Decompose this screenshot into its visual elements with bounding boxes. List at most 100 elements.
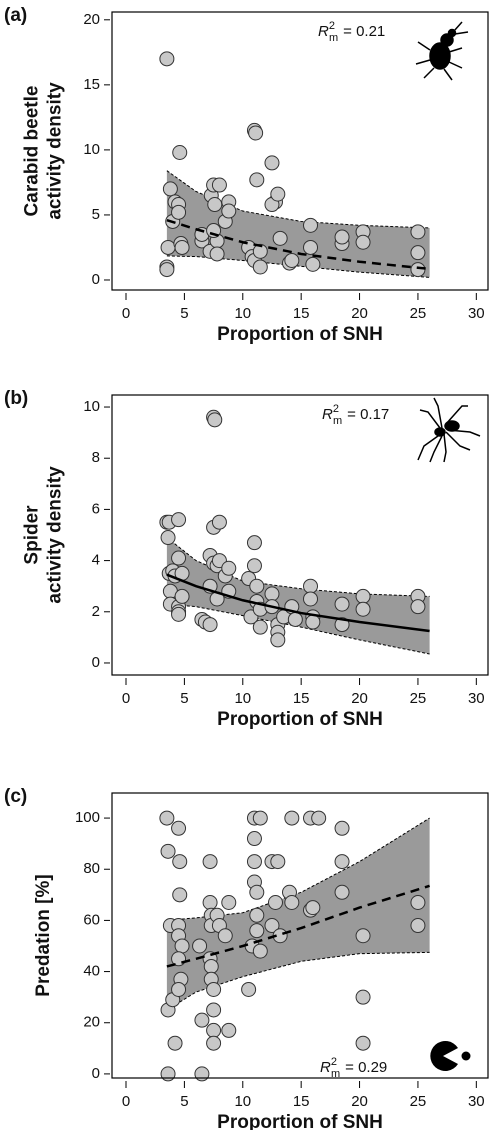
x-axis-label: Proportion of SNH xyxy=(217,1112,383,1130)
data-point xyxy=(171,981,187,997)
y-tick-label: 15 xyxy=(83,76,100,93)
x-axis-label: Proportion of SNH xyxy=(217,324,383,345)
data-point xyxy=(202,854,218,870)
data-point xyxy=(410,262,426,278)
data-point xyxy=(221,560,237,576)
data-point xyxy=(355,989,371,1005)
data-point xyxy=(334,229,350,245)
data-point xyxy=(159,810,175,826)
panel-label: (c) xyxy=(4,786,27,807)
plot-frame xyxy=(111,394,489,676)
data-point xyxy=(287,611,303,627)
data-point xyxy=(160,239,176,255)
data-point xyxy=(270,632,286,648)
data-point xyxy=(249,578,265,594)
x-tick-label: 15 xyxy=(293,690,310,707)
y-axis-label: Spider xyxy=(22,505,43,565)
data-point xyxy=(211,514,227,530)
data-point xyxy=(217,928,233,944)
data-point xyxy=(246,854,262,870)
y-tick-label: 10 xyxy=(83,398,100,415)
data-point xyxy=(334,884,350,900)
r-superscript: 2 xyxy=(329,20,335,32)
x-tick-label: 25 xyxy=(410,690,427,707)
r-value: = 0.29 xyxy=(345,1059,387,1076)
data-point xyxy=(209,246,225,262)
data-point xyxy=(252,259,268,275)
beetle-icon xyxy=(415,21,469,81)
data-point xyxy=(249,923,265,939)
fit-line xyxy=(166,573,430,633)
y-tick-label: 20 xyxy=(83,11,100,28)
data-point xyxy=(252,943,268,959)
data-point xyxy=(202,894,218,910)
r-superscript: 2 xyxy=(331,1056,337,1068)
r-subscript: m xyxy=(333,415,342,427)
data-point xyxy=(206,1022,222,1038)
data-point xyxy=(160,1066,176,1082)
data-point xyxy=(410,918,426,934)
data-point xyxy=(162,181,178,197)
data-point xyxy=(410,894,426,910)
x-tick-label: 0 xyxy=(122,305,130,322)
data-point xyxy=(248,125,264,141)
data-point xyxy=(303,217,319,233)
data-point xyxy=(172,854,188,870)
x-tick-label: 5 xyxy=(180,1093,188,1110)
x-tick-label: 25 xyxy=(410,305,427,322)
pacman-icon xyxy=(430,1041,471,1071)
y-tick-label: 0 xyxy=(92,654,100,671)
data-point xyxy=(355,601,371,617)
data-point xyxy=(172,887,188,903)
r-value: = 0.17 xyxy=(347,406,389,423)
x-axis-label: Proportion of SNH xyxy=(217,709,383,730)
data-point xyxy=(249,172,265,188)
data-point xyxy=(355,588,371,604)
confidence-band xyxy=(166,818,430,1010)
x-tick-label: 10 xyxy=(234,690,251,707)
data-point xyxy=(334,854,350,870)
data-point xyxy=(305,900,321,916)
data-point xyxy=(264,586,280,602)
data-point xyxy=(249,884,265,900)
data-point xyxy=(355,928,371,944)
data-point xyxy=(167,1035,183,1051)
x-tick-label: 0 xyxy=(122,690,130,707)
data-point xyxy=(171,204,187,220)
y-tick-label: 0 xyxy=(92,1065,100,1082)
data-point xyxy=(249,907,265,923)
r-symbol: R xyxy=(322,406,333,423)
data-point xyxy=(174,239,190,255)
data-point xyxy=(252,243,268,259)
confidence-limit xyxy=(166,170,430,229)
data-point xyxy=(311,810,327,826)
data-point xyxy=(334,596,350,612)
data-point xyxy=(241,981,257,997)
fit-line xyxy=(166,884,430,968)
x-tick-label: 20 xyxy=(351,1093,368,1110)
x-tick-label: 20 xyxy=(351,305,368,322)
data-point xyxy=(206,1035,222,1051)
data-point xyxy=(206,1002,222,1018)
r-squared-annotation: R2 m = 0.21 xyxy=(318,20,385,44)
panel-label: (b) xyxy=(4,388,28,409)
panel-label: (a) xyxy=(4,5,27,26)
data-point xyxy=(159,262,175,278)
x-tick-label: 30 xyxy=(468,1093,485,1110)
data-point xyxy=(284,252,300,268)
data-point xyxy=(252,619,268,635)
x-tick-label: 20 xyxy=(351,690,368,707)
x-tick-label: 15 xyxy=(293,1093,310,1110)
x-tick-label: 30 xyxy=(468,305,485,322)
data-point xyxy=(252,810,268,826)
y-axis-label: activity density xyxy=(45,82,66,220)
data-point xyxy=(303,239,319,255)
x-tick-label: 25 xyxy=(410,1093,427,1110)
data-point xyxy=(221,1022,237,1038)
data-point xyxy=(410,245,426,261)
y-tick-label: 20 xyxy=(83,1014,100,1031)
r-subscript: m xyxy=(329,32,338,44)
y-axis-label: activity density xyxy=(45,466,66,604)
data-point xyxy=(355,1035,371,1051)
